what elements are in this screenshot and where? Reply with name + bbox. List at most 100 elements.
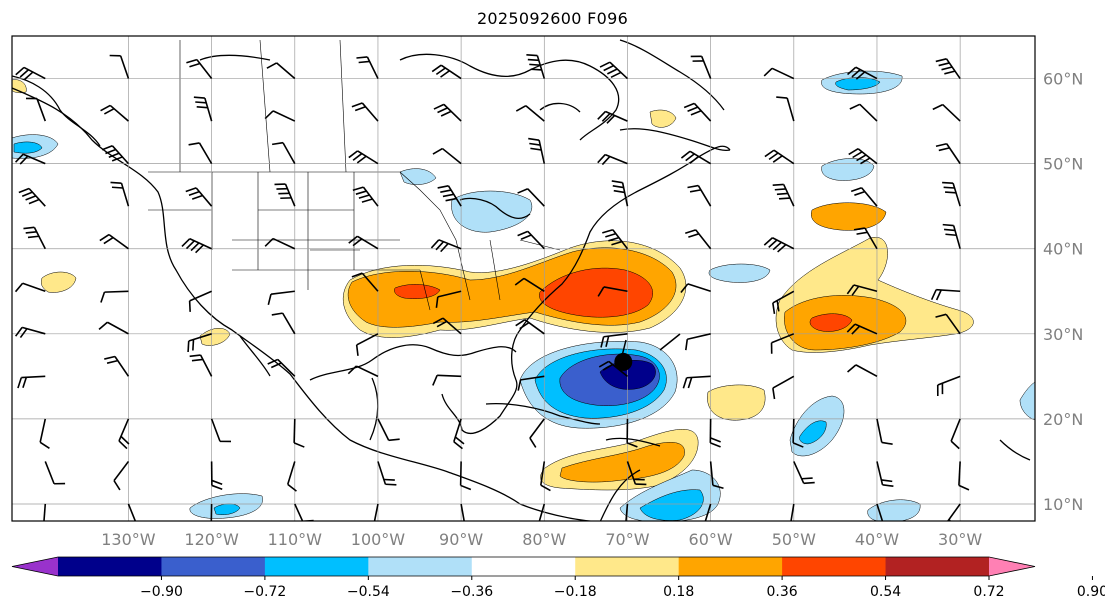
- anomaly-negative-region: [799, 420, 827, 445]
- anomaly-negative-region: [821, 158, 875, 181]
- wind-barb-icon: [347, 365, 379, 378]
- wind-barb-icon: [599, 61, 629, 80]
- wind-barb-icon: [188, 290, 212, 312]
- wind-barb-icon: [790, 503, 795, 521]
- coastline: [369, 377, 379, 441]
- longitude-label: 130°W: [101, 530, 156, 549]
- wind-barb-icon: [355, 333, 379, 356]
- colorbar-tick-label: 0.72: [973, 584, 1004, 600]
- wind-barb-icon: [517, 375, 545, 391]
- longitude-label: 30°W: [938, 530, 982, 549]
- wind-barb-icon: [680, 150, 712, 165]
- wind-barb-icon: [690, 55, 712, 79]
- coastline: [539, 102, 581, 113]
- wind-barb-icon: [459, 461, 472, 491]
- storm-center-dot: [614, 352, 633, 371]
- latitude-label: 30°N: [1043, 325, 1083, 344]
- wind-barb-icon: [99, 233, 129, 250]
- anomaly-positive-region: [649, 109, 677, 128]
- wind-barb-icon: [772, 183, 795, 207]
- wind-barb-icon: [946, 503, 961, 521]
- wind-barb-icon: [272, 141, 296, 165]
- wind-barb-icon: [267, 290, 295, 306]
- wind-barb-icon: [118, 418, 130, 450]
- latitude-labels: 60°N 50°N 40°N 30°N 20°N 10°N: [1043, 70, 1083, 514]
- coastline: [399, 53, 620, 141]
- colorbar-tick-label: −0.18: [554, 584, 597, 600]
- wind-barb-icon: [846, 66, 878, 80]
- wind-barb-icon: [186, 58, 213, 80]
- longitude-label: 120°W: [184, 530, 239, 549]
- wind-barb-icon: [528, 137, 546, 164]
- wind-barb-icon: [876, 461, 894, 488]
- wind-barb-icon: [526, 54, 546, 79]
- colorbar-segment: [575, 557, 680, 576]
- wind-barb-icon: [110, 181, 130, 207]
- wind-barb-icon: [377, 418, 400, 442]
- wind-barb-icon: [373, 503, 379, 521]
- wind-barb-icon: [14, 326, 46, 339]
- wind-barb-icon: [14, 282, 46, 293]
- colorbar-tick-label: 0.18: [663, 584, 694, 600]
- wind-barb-icon: [776, 96, 795, 122]
- wind-barb-icon: [935, 58, 961, 79]
- wind-barb-icon: [763, 237, 795, 253]
- wind-barb-icon: [98, 321, 129, 335]
- colorbar-segment: [58, 557, 162, 576]
- anomaly-fill-layer: [12, 70, 1035, 521]
- wind-barb-icon: [210, 503, 213, 521]
- colorbar-tick-label: 0.90: [1077, 584, 1105, 600]
- wind-barb-icon: [846, 323, 878, 335]
- wind-barb-icon: [793, 461, 815, 485]
- anomaly-positive-region: [41, 271, 77, 293]
- wind-barb-icon: [266, 62, 296, 80]
- wind-barb-icon: [847, 364, 878, 378]
- wind-barb-icon: [709, 418, 721, 448]
- longitude-label: 50°W: [772, 530, 816, 549]
- wind-barb-icon: [432, 317, 462, 335]
- wind-barb-icon: [600, 333, 628, 348]
- gridline-layer: [12, 36, 1035, 521]
- coastline: [441, 379, 518, 435]
- coastline: [12, 87, 596, 521]
- colorbar-segment: [368, 557, 473, 576]
- colorbar-segment: [782, 557, 887, 576]
- coastline: [239, 335, 271, 377]
- colorbar-tick-label: −0.90: [140, 584, 183, 600]
- wind-barb-icon: [430, 239, 462, 253]
- wind-barb-icon: [597, 110, 628, 124]
- anomaly-negative-region: [867, 499, 921, 521]
- wind-barb-icon: [515, 319, 545, 335]
- coastline: [619, 39, 725, 111]
- wind-barb-icon: [44, 461, 66, 485]
- wind-barb-icon: [772, 290, 795, 314]
- colorbar-tick-label: −0.54: [347, 584, 390, 600]
- anomaly-negative-region: [451, 190, 532, 233]
- wind-barb-icon: [687, 184, 712, 207]
- wind-barb-icon: [764, 149, 795, 165]
- latitude-label: 40°N: [1043, 240, 1083, 259]
- latitude-label: 60°N: [1043, 70, 1083, 89]
- longitude-label: 110°W: [268, 530, 323, 549]
- anomaly-negative-region: [639, 489, 704, 521]
- wind-barb-icon: [185, 187, 213, 207]
- colorbar-segment: [885, 557, 990, 576]
- wind-barb-icon: [431, 64, 462, 80]
- wind-barb-icon: [264, 237, 296, 250]
- wind-barb-icon: [188, 142, 213, 165]
- wind-barb-icon: [626, 461, 647, 486]
- wind-barb-icon: [348, 235, 379, 250]
- colorbar-segment: [161, 557, 266, 576]
- anomaly-negative-region: [708, 263, 771, 283]
- wind-barb-icon: [876, 503, 884, 521]
- wind-barb-icon: [517, 230, 545, 250]
- colorbar-segment: [471, 557, 576, 576]
- wind-barb-icon: [101, 145, 130, 165]
- wind-barb-icon: [936, 375, 961, 396]
- wind-barb-icon: [763, 67, 795, 80]
- longitude-label: 100°W: [351, 530, 406, 549]
- wind-barb-icon: [271, 312, 296, 335]
- wind-barb-icon: [460, 503, 465, 521]
- wind-barb-icon: [100, 104, 129, 122]
- wind-barb-icon: [432, 374, 462, 386]
